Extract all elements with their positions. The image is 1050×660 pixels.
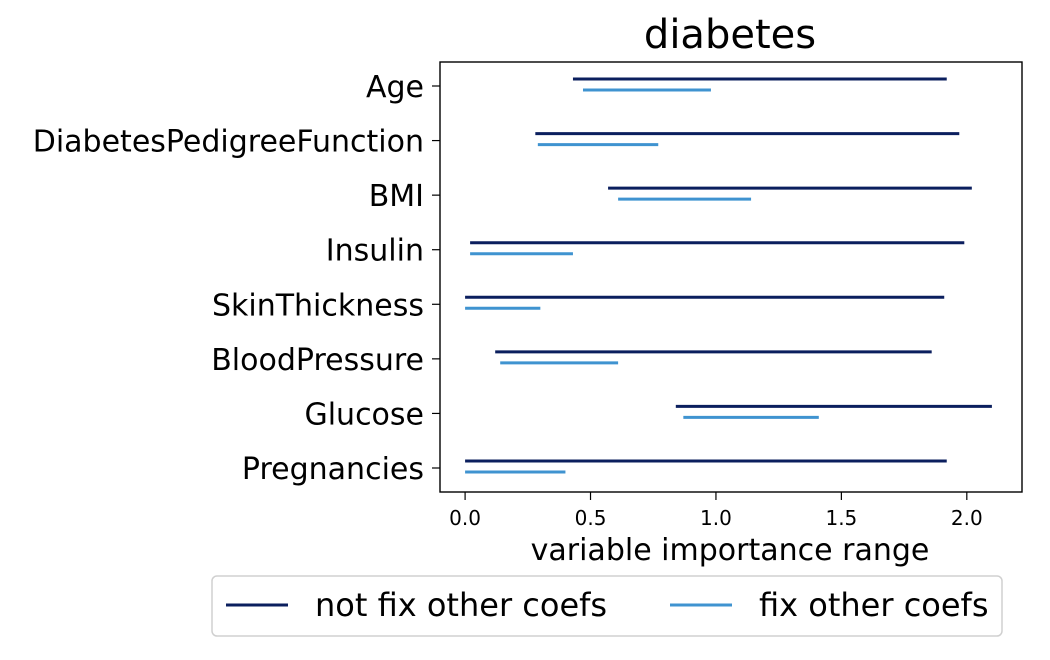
y-tick-label: Glucose [304, 397, 424, 432]
y-tick-label: BMI [369, 179, 424, 214]
x-tick-label: 0.0 [449, 506, 481, 530]
legend: not fix other coefs fix other coefs [211, 575, 1003, 637]
plot-area-frame [439, 61, 1023, 493]
legend-label: fix other coefs [759, 586, 988, 624]
legend-items: not fix other coefs fix other coefs [226, 586, 988, 624]
x-tick-label: 1.5 [825, 506, 857, 530]
range-lines [465, 77, 992, 474]
x-tick-label: 0.5 [575, 506, 607, 530]
x-axis: 0.0 0.5 1.0 1.5 2.0 [449, 492, 983, 530]
y-tick-label: Pregnancies [242, 452, 424, 487]
y-tick-label: DiabetesPedigreeFunction [33, 125, 424, 160]
y-tick-label: SkinThickness [212, 288, 424, 323]
x-tick-label: 2.0 [951, 506, 983, 530]
y-tick-label: Insulin [326, 234, 424, 269]
legend-box [211, 575, 1003, 637]
y-tick-label: BloodPressure [211, 343, 424, 378]
chart-title: diabetes [644, 12, 816, 58]
legend-label: not fix other coefs [315, 586, 607, 624]
x-axis-label: variable importance range [531, 533, 930, 568]
y-tick-label: Age [366, 70, 424, 105]
x-tick-label: 1.0 [700, 506, 732, 530]
y-axis: Pregnancies Glucose BloodPressure SkinThick… [33, 70, 440, 487]
